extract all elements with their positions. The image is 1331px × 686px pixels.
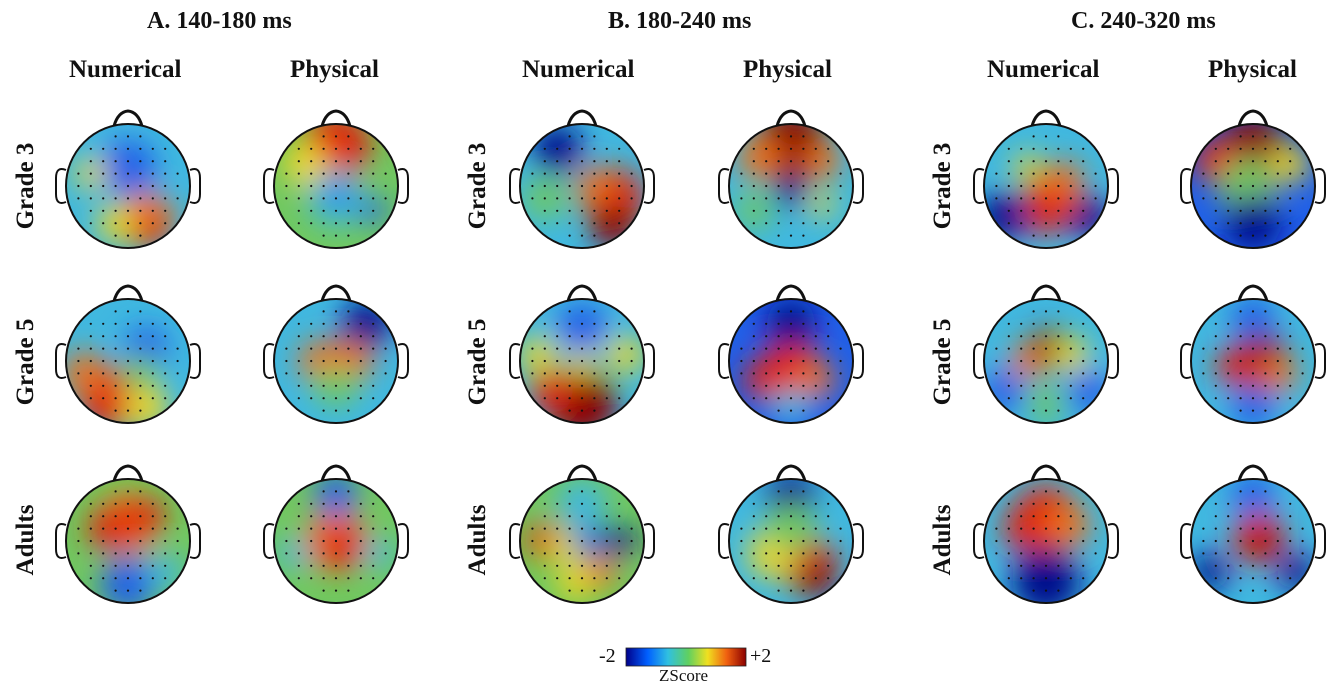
condition-a-physical: Physical bbox=[290, 56, 379, 83]
head-map bbox=[718, 464, 864, 604]
colorbar-max-label: +2 bbox=[750, 645, 772, 667]
head-map bbox=[263, 464, 409, 604]
colorbar bbox=[625, 647, 747, 667]
head-map bbox=[263, 284, 409, 424]
condition-b-physical: Physical bbox=[743, 56, 832, 83]
condition-c-numerical: Numerical bbox=[987, 56, 1100, 83]
condition-a-numerical: Numerical bbox=[69, 56, 182, 83]
condition-b-numerical: Numerical bbox=[522, 56, 635, 83]
head-map bbox=[718, 284, 864, 424]
head-map bbox=[55, 464, 201, 604]
head-map bbox=[718, 109, 864, 249]
head-map bbox=[55, 284, 201, 424]
head-map bbox=[1180, 284, 1326, 424]
head-map bbox=[973, 284, 1119, 424]
condition-c-physical: Physical bbox=[1208, 56, 1297, 83]
colorbar-title: ZScore bbox=[659, 666, 709, 685]
head-map bbox=[509, 284, 655, 424]
panel-title-b: B. 180-240 ms bbox=[608, 8, 752, 34]
head-map bbox=[1180, 109, 1326, 249]
panel-title-a: A. 140-180 ms bbox=[147, 8, 292, 34]
head-map bbox=[263, 109, 409, 249]
panel-title-c: C. 240-320 ms bbox=[1071, 8, 1216, 34]
colorbar-min-label: -2 bbox=[599, 645, 616, 667]
head-map bbox=[973, 109, 1119, 249]
head-map bbox=[1180, 464, 1326, 604]
head-map bbox=[973, 464, 1119, 604]
head-map bbox=[509, 109, 655, 249]
head-map bbox=[509, 464, 655, 604]
head-map bbox=[55, 109, 201, 249]
